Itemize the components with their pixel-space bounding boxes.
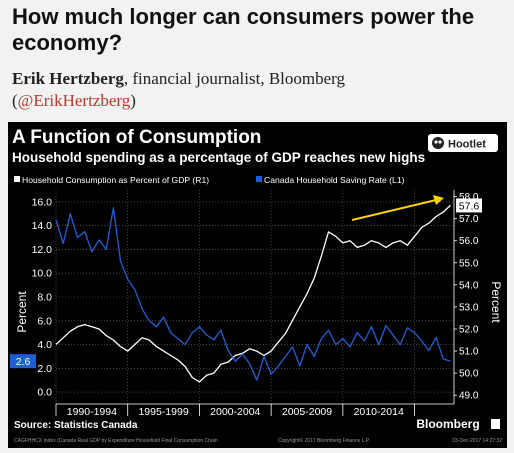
last-value-box-saving: [10, 354, 36, 369]
byline: Erik Hertzberg, financial journalist, Bl…: [12, 68, 507, 112]
bloomberg-brand: Bloomberg: [416, 417, 479, 431]
x-tick-label: 1995-1999: [138, 406, 188, 418]
left-tick-label: 8.0: [37, 292, 52, 304]
left-tick-label: 10.0: [32, 268, 53, 280]
right-tick-label: 49.0: [459, 391, 479, 402]
trend-arrow: [351, 195, 444, 221]
fineprint-timestamp: 03-Dec-2017 14:27:32: [452, 438, 502, 444]
right-tick-label: 55.0: [459, 258, 479, 269]
legend-label-saving: Canada Household Saving Rate (L1): [264, 175, 405, 185]
author-name[interactable]: Erik Hertzberg: [12, 69, 124, 88]
right-axis-ticks: 49.0 50.0 51.0 52.0 53.0 54.0 55.0 56.0 57.0 58.0: [454, 192, 479, 402]
hootlet-owl-icon: [432, 137, 444, 149]
last-value-label-consumption: 57.6: [459, 200, 480, 212]
last-value-box-consumption: [456, 198, 482, 213]
source-note: Source: Statistics Canada: [14, 420, 138, 431]
series-layer: [55, 204, 451, 383]
x-tick-label: 2000-2004: [210, 406, 260, 418]
legend-swatch-consumption: [14, 176, 20, 182]
chart-subtitle: Household spending as a percentage of GD…: [12, 150, 425, 165]
grid-lines: [55, 190, 455, 405]
left-tick-label: 14.0: [32, 220, 53, 232]
right-axis-title: Percent: [489, 281, 503, 323]
chart-legend: Household Consumption as Percent of GDP …: [14, 175, 405, 185]
trend-arrow-line: [351, 199, 437, 221]
x-tick-label: 2005-2009: [282, 406, 332, 418]
chart-svg: A Function of Consumption Household spen…: [10, 127, 503, 444]
author-handle-link[interactable]: @ErikHertzberg: [17, 91, 131, 110]
author-description: , financial journalist, Bloomberg: [123, 69, 346, 88]
series-line-saving: [55, 207, 451, 381]
right-tick-label: 50.0: [459, 369, 479, 380]
trend-arrow-head: [433, 195, 444, 205]
x-axis-ticks: 1990-1994 1995-1999 2000-2004 2005-2009 2010…: [55, 404, 415, 418]
x-tick-label: 2010-2014: [354, 406, 404, 418]
hootlet-badge-bg: [428, 134, 498, 152]
last-value-labels: 57.6 2.6: [10, 198, 482, 369]
legend-swatch-saving: [256, 176, 262, 182]
left-tick-label: 6.0: [37, 315, 52, 327]
legend-label-consumption: Household Consumption as Percent of GDP …: [22, 175, 209, 185]
post-headline: How much longer can consumers power the …: [12, 4, 475, 55]
handle-open-paren: (: [12, 91, 18, 110]
left-tick-label: 4.0: [37, 339, 52, 351]
last-value-label-saving: 2.6: [16, 356, 31, 368]
left-tick-label: 2.0: [37, 363, 52, 375]
left-tick-label: 12.0: [32, 244, 53, 256]
right-tick-label: 56.0: [459, 236, 479, 247]
left-axis-ticks: 0.0 2.0 4.0 6.0 8.0 10.0 12.0 14.0 16.0: [32, 196, 53, 398]
chart-title: A Function of Consumption: [12, 127, 261, 148]
x-tick-label: 1990-1994: [67, 406, 117, 418]
right-tick-label: 52.0: [459, 324, 479, 335]
right-tick-label: 54.0: [459, 280, 479, 291]
left-tick-label: 16.0: [32, 196, 53, 208]
chart-image: A Function of Consumption Household spen…: [8, 122, 507, 448]
right-tick-label: 53.0: [459, 302, 479, 313]
bloomberg-logo-icon: [491, 419, 500, 429]
fineprint-copyright: Copyright© 2017 Bloomberg Finance L.P.: [278, 437, 370, 444]
hootlet-badge[interactable]: Hootlet: [428, 134, 498, 152]
series-line-consumption: [55, 204, 451, 383]
hootlet-label: Hootlet: [448, 139, 486, 151]
handle-close-paren: ): [130, 91, 136, 110]
fineprint-left: CAGFHHCX Index (Canada Real GDP by Expen…: [14, 438, 218, 444]
right-tick-label: 58.0: [459, 192, 479, 203]
right-tick-label: 51.0: [459, 347, 479, 358]
left-tick-label: 0.0: [37, 387, 52, 399]
left-axis-title: Percent: [15, 291, 29, 333]
right-tick-label: 57.0: [459, 214, 479, 225]
